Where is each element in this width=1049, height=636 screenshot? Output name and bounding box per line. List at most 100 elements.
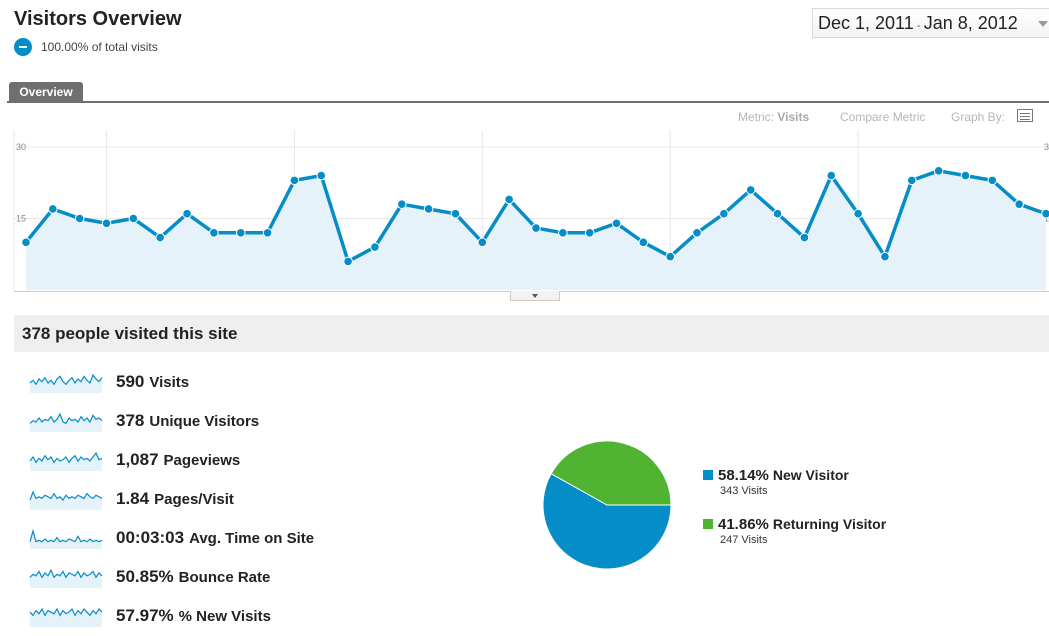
data-point[interactable] [665, 251, 676, 262]
pie-slice-new-visitor[interactable] [542, 472, 672, 570]
data-point[interactable] [155, 232, 166, 243]
sparkline[interactable] [29, 409, 103, 433]
sparkline[interactable] [29, 526, 103, 550]
data-point[interactable] [21, 237, 31, 248]
metric-row[interactable]: 378 Unique Visitors [29, 409, 259, 433]
y-tick-label-right: 3 [1044, 142, 1049, 152]
data-point[interactable] [370, 242, 380, 252]
legend-name-new: New Visitor [772, 467, 849, 483]
metric-value: 378 [116, 411, 145, 430]
data-point[interactable] [719, 208, 729, 219]
sparkline-line [29, 373, 103, 386]
data-point[interactable] [128, 213, 139, 224]
sparkline-line [29, 528, 103, 543]
date-separator: - [916, 18, 921, 32]
metric-value: 57.97% [116, 606, 174, 625]
y-tick-label: 30 [16, 142, 26, 152]
metric-row[interactable]: 50.85% Bounce Rate [29, 565, 270, 589]
data-point[interactable] [799, 232, 810, 243]
data-point[interactable] [343, 256, 353, 267]
date-range-picker[interactable]: Dec 1, 2011 - Jan 8, 2012 [812, 8, 1049, 38]
data-point[interactable] [182, 208, 192, 219]
sparkline[interactable] [29, 487, 103, 511]
metric-selector[interactable]: Metric: Visits [738, 110, 809, 124]
data-point[interactable] [396, 199, 407, 209]
compare-metric-button[interactable]: Compare Metric [840, 110, 926, 124]
data-point[interactable] [289, 175, 300, 186]
sparkline[interactable] [29, 448, 103, 472]
data-point[interactable] [853, 208, 863, 219]
data-point[interactable] [933, 166, 944, 176]
metric-row[interactable]: 57.97%% New Visits [29, 604, 271, 628]
sparkline-line [29, 607, 103, 617]
data-point[interactable] [826, 170, 837, 181]
metric-prefix: Metric: [738, 110, 774, 124]
metric-row[interactable]: 590 Visits [29, 370, 189, 394]
data-point[interactable] [906, 175, 917, 186]
sparkline-area [30, 531, 102, 549]
legend-pct-returning: 41.86% [718, 515, 769, 533]
sparkline-area [30, 492, 102, 510]
legend-swatch-returning [703, 519, 713, 529]
pie-slice-returning-visitor[interactable] [550, 440, 672, 506]
data-point[interactable] [101, 218, 112, 229]
visits-chart[interactable]: 301531Dec 4Dec 11Dec 18Dec 25Jan 1 [0, 125, 1049, 295]
legend-pct-new: 58.14% [718, 466, 769, 484]
sparkline[interactable] [29, 565, 103, 589]
data-point[interactable] [745, 185, 756, 195]
graph-by-icon[interactable] [1017, 109, 1033, 122]
chart-expand-handle[interactable] [510, 291, 560, 301]
tab-overview[interactable]: Overview [9, 82, 83, 102]
data-point[interactable] [584, 228, 595, 238]
data-point[interactable] [477, 237, 488, 248]
data-point[interactable] [235, 228, 246, 238]
data-point[interactable] [880, 251, 890, 262]
data-point[interactable] [262, 228, 273, 238]
metric-label: Pages/Visit [154, 490, 234, 508]
data-point[interactable] [1041, 208, 1049, 219]
segment-icon[interactable] [14, 38, 32, 56]
visitor-type-pie[interactable] [542, 440, 672, 570]
pie-svg [542, 440, 672, 570]
metric-row[interactable]: 1.84 Pages/Visit [29, 487, 234, 511]
metric-value: Visits [777, 110, 810, 124]
sparkline-line [29, 568, 103, 579]
date-end: Jan 8, 2012 [923, 12, 1018, 33]
data-point[interactable] [531, 223, 541, 233]
data-point[interactable] [987, 175, 998, 186]
legend-visits-new: 343 Visits [720, 485, 768, 497]
data-point[interactable] [450, 208, 461, 219]
legend-returning-visitor: 41.86% Returning Visitor 247 Visits [703, 514, 886, 546]
data-point[interactable] [611, 218, 622, 229]
sparkline-area [30, 453, 102, 471]
data-point[interactable] [209, 228, 219, 238]
sparkline-area [30, 609, 102, 627]
segment-indicator[interactable]: 100.00% of total visits [14, 38, 158, 56]
metric-row[interactable]: 1,087 Pageviews [29, 448, 240, 472]
date-start: Dec 1, 2011 [818, 12, 914, 33]
metric-value: 1.84 [116, 489, 150, 508]
sparkline[interactable] [29, 604, 103, 628]
data-point[interactable] [960, 170, 971, 181]
tab-divider [7, 101, 1049, 103]
data-point[interactable] [316, 170, 327, 181]
data-point[interactable] [772, 208, 783, 219]
chevron-down-icon[interactable] [1038, 21, 1048, 27]
metric-row[interactable]: 00:03:03 Avg. Time on Site [29, 526, 314, 550]
sparkline[interactable] [29, 370, 103, 394]
legend-name-returning: Returning Visitor [772, 516, 887, 532]
sparkline-area [30, 375, 102, 393]
page-title: Visitors Overview [14, 8, 182, 30]
metric-label: % New Visits [178, 607, 271, 625]
sparkline-line [29, 451, 103, 464]
metric-label: Bounce Rate [178, 568, 271, 586]
data-point[interactable] [504, 194, 514, 205]
data-point[interactable] [692, 228, 702, 238]
data-point[interactable] [638, 237, 649, 248]
data-point[interactable] [74, 213, 85, 224]
data-point[interactable] [1014, 199, 1024, 209]
data-point[interactable] [48, 204, 58, 214]
data-point[interactable] [558, 228, 568, 238]
data-point[interactable] [423, 204, 434, 214]
legend-visits-returning: 247 Visits [720, 534, 768, 546]
